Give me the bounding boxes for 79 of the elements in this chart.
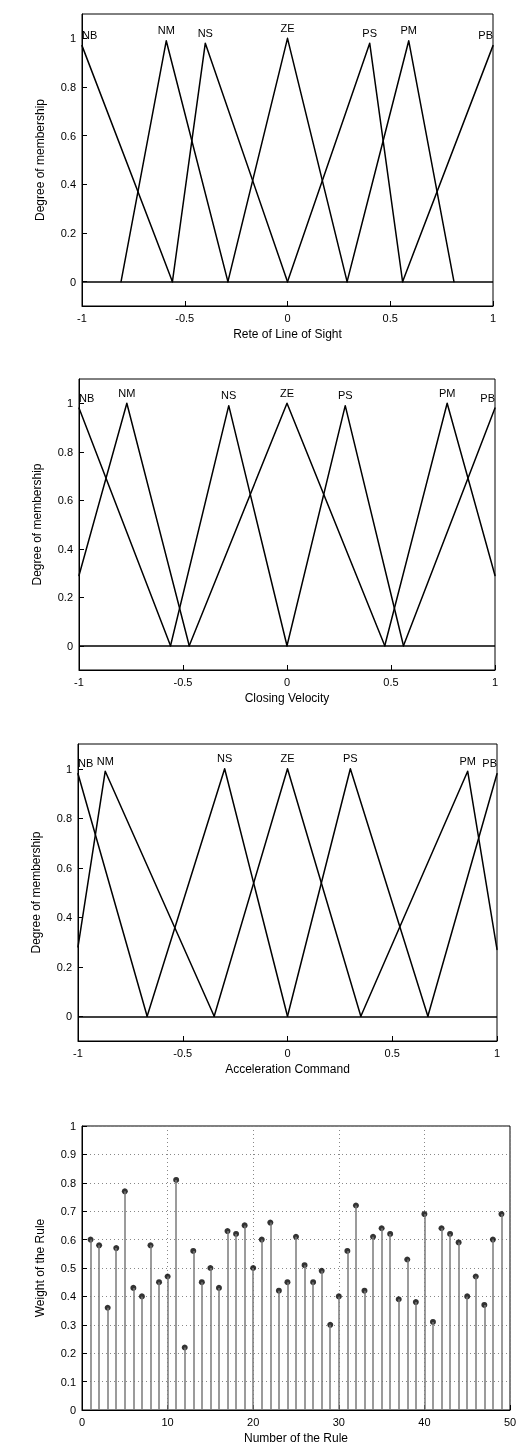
series-label: ZE (280, 21, 295, 34)
y-tick-label: 1 (66, 397, 73, 410)
y-tick-label: 0.8 (57, 445, 73, 458)
y-tick-label: 0.4 (57, 542, 73, 555)
series-label: NB (82, 29, 98, 42)
series-label: ZE (279, 386, 295, 399)
x-axis-title: Number of the Rule (243, 1431, 349, 1445)
series-label: PM (438, 386, 456, 399)
y-axis-title: Degree of membership (33, 98, 47, 222)
x-tick-label: 30 (332, 1415, 345, 1428)
y-tick-label: 0.2 (57, 591, 73, 604)
y-tick-label: 0.6 (57, 494, 73, 507)
y-tick-label: 0 (69, 275, 76, 288)
y-tick-label: 0.7 (60, 1205, 76, 1218)
x-tick-label: 1 (489, 311, 497, 324)
x-tick-label: -1 (73, 1046, 83, 1059)
series-label: NB (78, 757, 94, 770)
y-tick-label: 0.4 (60, 178, 76, 191)
y-tick-label: 0.2 (56, 960, 72, 973)
x-tick-label: -1 (74, 675, 84, 688)
y-tick-label: 0.6 (60, 129, 76, 142)
y-tick-label: 0.6 (56, 861, 72, 874)
series-label: PB (478, 29, 493, 42)
x-axis-title: Acceleration Command (225, 1062, 350, 1076)
x-tick-label: 0 (283, 675, 291, 688)
y-tick-label: 0 (69, 1404, 76, 1416)
y-axis-title: Degree of membership (30, 463, 44, 586)
x-tick-label: 0 (284, 1046, 291, 1059)
series-label: NM (157, 24, 175, 37)
y-tick-label: 1 (65, 762, 72, 775)
y-tick-label: 0.3 (60, 1318, 76, 1331)
series-label: NM (96, 754, 114, 767)
y-tick-label: 0.4 (56, 911, 72, 924)
x-tick-label: 1 (493, 1046, 501, 1059)
series-label: NS (217, 752, 233, 765)
series-label: NS (197, 26, 213, 39)
y-tick-label: 0.1 (60, 1375, 76, 1388)
x-tick-label: -0.5 (173, 675, 193, 688)
y-axis-title: Degree of membership (29, 831, 43, 954)
series-label: PM (459, 754, 476, 767)
series-label: PM (400, 24, 417, 37)
x-axis-title: Rete of Line of Sight (233, 327, 343, 341)
series-label: PS (362, 26, 378, 39)
y-tick-label: 0.9 (60, 1148, 76, 1161)
x-tick-label: 0.5 (382, 311, 398, 324)
x-tick-label: -0.5 (173, 1046, 193, 1059)
y-tick-label: 0.8 (60, 1176, 76, 1189)
y-tick-label: 0.4 (60, 1290, 76, 1303)
x-tick-label: 0 (78, 1415, 86, 1428)
series-label: ZE (280, 752, 295, 765)
series-label: NB (79, 391, 95, 404)
x-tick-label: 50 (503, 1415, 517, 1428)
x-tick-label: 20 (247, 1415, 260, 1428)
series-label: NS (221, 389, 237, 402)
x-axis-title: Closing Velocity (244, 691, 330, 705)
series-label: NM (118, 386, 136, 399)
series-label: PS (337, 389, 353, 402)
x-tick-label: 0.5 (384, 1046, 400, 1059)
series-label: PB (482, 757, 497, 770)
y-tick-label: 0.5 (60, 1262, 76, 1274)
y-tick-label: 0 (66, 639, 73, 652)
x-tick-label: 40 (418, 1415, 431, 1428)
y-tick-label: 0 (65, 1010, 72, 1023)
y-tick-label: 1 (69, 1120, 76, 1132)
y-tick-label: 0.6 (60, 1233, 76, 1246)
x-tick-label: -1 (77, 311, 87, 324)
x-tick-label: 10 (161, 1415, 174, 1428)
x-tick-label: 1 (491, 675, 499, 688)
series-label: PS (343, 752, 358, 765)
y-tick-label: 1 (69, 32, 76, 45)
y-axis-title: Weight of the Rule (33, 1218, 47, 1318)
x-tick-label: 0.5 (383, 675, 399, 688)
x-tick-label: -0.5 (175, 311, 195, 324)
y-tick-label: 0.2 (60, 227, 76, 239)
series-label: PB (480, 391, 495, 404)
y-tick-label: 0.2 (60, 1347, 76, 1360)
x-tick-label: 0 (284, 311, 291, 324)
y-tick-label: 0.8 (60, 81, 76, 93)
y-tick-label: 0.8 (56, 812, 72, 825)
